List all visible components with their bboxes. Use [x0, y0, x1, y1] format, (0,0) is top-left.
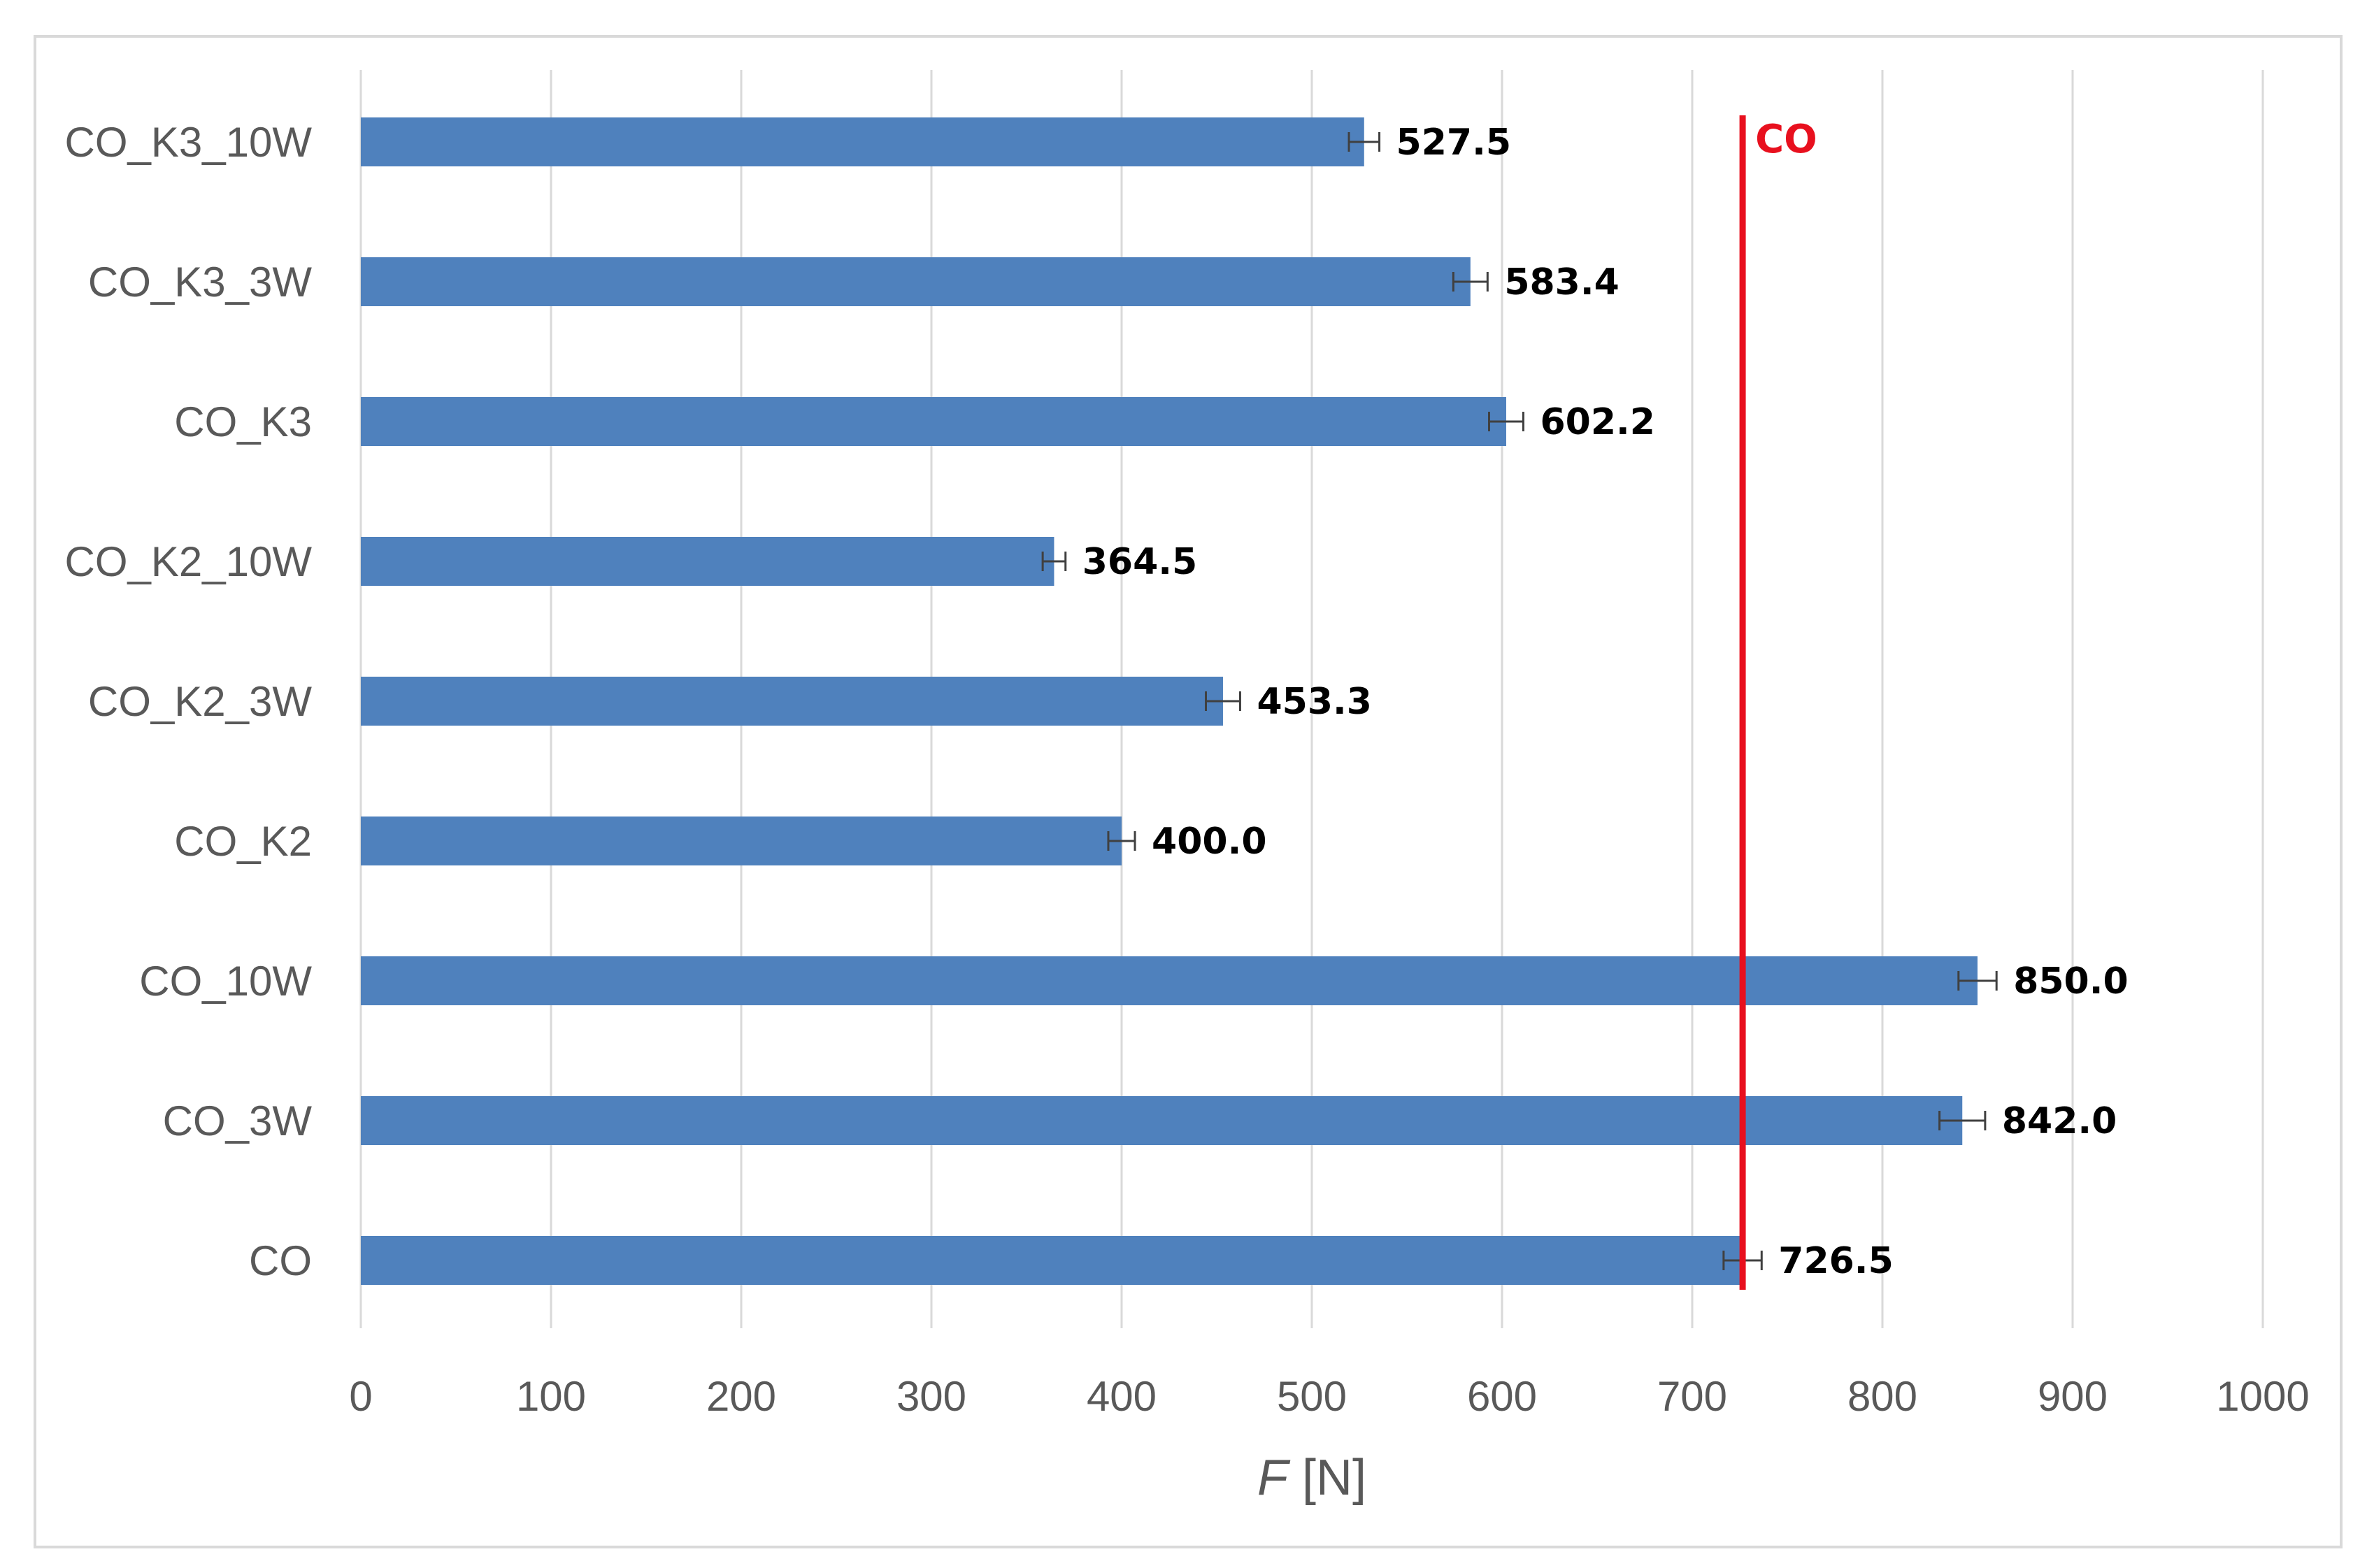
x-tick-label: 600: [1467, 1373, 1537, 1420]
bar-co: [361, 1236, 1743, 1285]
category-label: CO: [249, 1237, 312, 1284]
category-label: CO_K2_3W: [88, 678, 312, 725]
bar-co-k3-10w: [361, 117, 1364, 166]
data-label: 400.0: [1152, 821, 1266, 863]
data-label: 364.5: [1082, 541, 1197, 583]
data-label: 602.2: [1540, 401, 1654, 443]
bar-co-3w: [361, 1096, 1963, 1145]
data-label: 453.3: [1257, 681, 1371, 723]
category-label: CO_K2: [174, 818, 312, 865]
x-axis-title: F [N]: [1257, 1450, 1366, 1506]
x-tick-label: 500: [1277, 1373, 1347, 1420]
data-label: 726.5: [1778, 1240, 1893, 1282]
category-label: CO_K3_10W: [65, 119, 313, 166]
data-label: 842.0: [2002, 1100, 2117, 1142]
labels: 0 100 200 300 400 500 600 700 800 900 1000 CO 726.5 C…: [65, 119, 2310, 1420]
x-axis-title-unit: [N]: [1288, 1450, 1366, 1506]
bars: [361, 117, 1998, 1285]
category-label: CO_K3: [174, 398, 312, 445]
category-label: CO_10W: [139, 958, 312, 1005]
x-axis-title-symbol: F: [1257, 1450, 1291, 1506]
x-tick-label: 200: [706, 1373, 776, 1420]
x-tick-label: 700: [1657, 1373, 1727, 1420]
reference-line-group: CO: [1739, 115, 1817, 1290]
category-label: CO_K3_3W: [88, 259, 312, 305]
data-label: 583.4: [1504, 261, 1619, 303]
x-tick-label: 900: [2038, 1373, 2108, 1420]
reference-line-label: CO: [1755, 117, 1817, 162]
x-tick-label: 400: [1087, 1373, 1157, 1420]
data-label: 527.5: [1396, 122, 1511, 164]
x-tick-label: 800: [1847, 1373, 1917, 1420]
bar-co-10w: [361, 956, 1978, 1005]
bar-co-k2-10w: [361, 537, 1054, 586]
category-label: CO_3W: [163, 1098, 313, 1144]
bar-co-k2-3w: [361, 677, 1223, 726]
x-tick-label: 300: [896, 1373, 966, 1420]
data-label: 850.0: [2013, 961, 2128, 1002]
x-tick-label: 0: [349, 1373, 372, 1420]
bar-co-k3: [361, 397, 1506, 446]
x-tick-label: 1000: [2216, 1373, 2309, 1420]
bar-co-k2: [361, 817, 1122, 865]
category-label: CO_K2_10W: [65, 538, 313, 585]
x-tick-label: 100: [516, 1373, 586, 1420]
bar-co-k3-3w: [361, 257, 1471, 306]
